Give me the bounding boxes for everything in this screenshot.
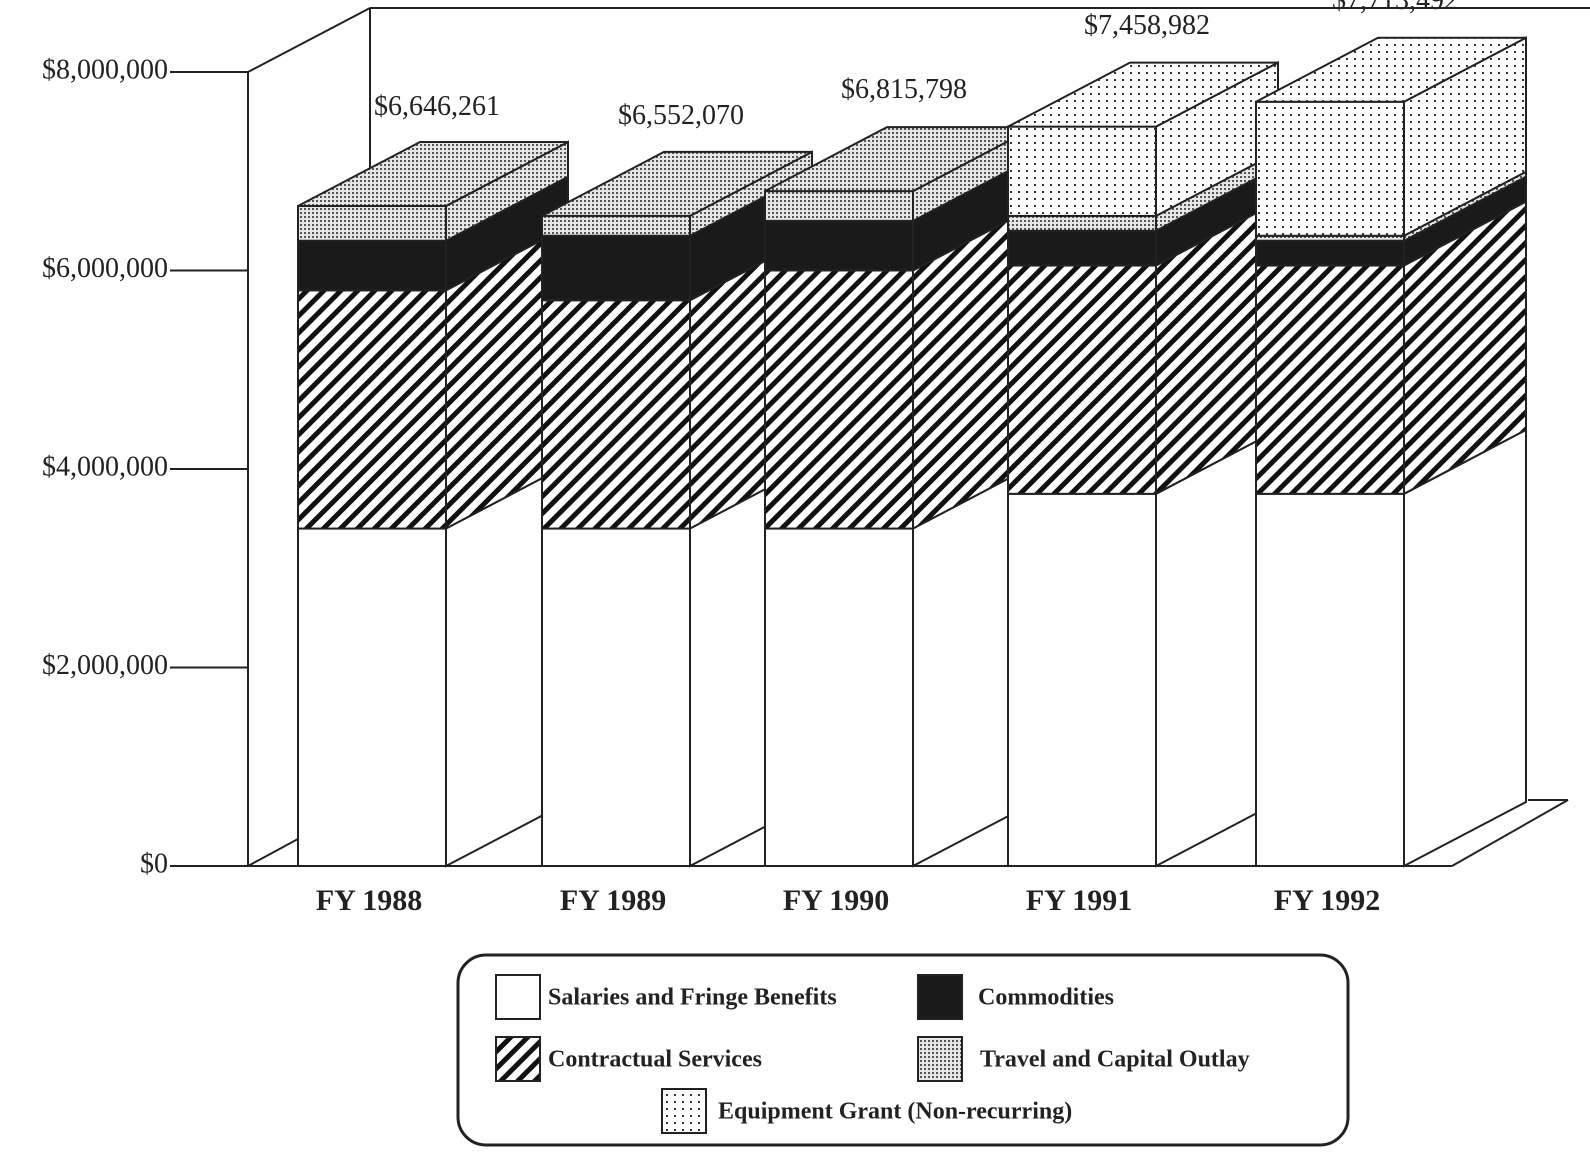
- bar-segment: [297, 239, 447, 292]
- bar-segment: [541, 234, 691, 302]
- total-label: $6,552,070: [618, 100, 744, 131]
- total-label: $6,646,261: [374, 91, 500, 122]
- bar-top: [1255, 36, 1527, 103]
- total-label: $6,815,798: [841, 74, 967, 105]
- bar-segment: [1255, 100, 1405, 237]
- legend-swatch: [917, 974, 963, 1020]
- bar-segment: [764, 527, 914, 867]
- bar-segment: [764, 190, 914, 222]
- y-tick-label: $8,000,000: [42, 54, 168, 85]
- bar-segment: [1255, 492, 1405, 867]
- legend-swatch: [661, 1088, 707, 1134]
- bar-top: [297, 140, 569, 207]
- legend-label: Salaries and Fringe Benefits: [548, 985, 837, 1011]
- legend-swatch: [495, 974, 541, 1020]
- bar-segment: [1007, 125, 1157, 217]
- legend-label: Travel and Capital Outlay: [980, 1047, 1250, 1073]
- bar-segment: [541, 527, 691, 867]
- y-tick-label: $2,000,000: [42, 650, 168, 681]
- bar-segment: [297, 204, 447, 242]
- y-tick-label: $4,000,000: [42, 451, 168, 482]
- x-tick-label: FY 1990: [783, 884, 889, 917]
- legend-swatch: [917, 1036, 963, 1082]
- bar-segment: [541, 299, 691, 530]
- bar-segment: [764, 269, 914, 530]
- bar-segment: [297, 289, 447, 530]
- total-label: $7,458,982: [1084, 10, 1210, 41]
- bar-top: [1007, 61, 1279, 128]
- bar-segment: [1255, 264, 1405, 495]
- legend-label: Commodities: [978, 985, 1114, 1011]
- bar-segment: [1007, 264, 1157, 495]
- bar-segment: [1007, 214, 1157, 232]
- bar-segment: [1007, 492, 1157, 867]
- x-tick-label: FY 1991: [1026, 884, 1132, 917]
- total-label: $7,713,492: [1332, 0, 1458, 16]
- bar-segment: [1007, 229, 1157, 267]
- y-tick-label: $0: [140, 848, 168, 879]
- legend-label: Equipment Grant (Non-recurring): [718, 1099, 1072, 1125]
- x-tick-label: FY 1992: [1274, 884, 1380, 917]
- bar-segment: [297, 527, 447, 867]
- bar-segment: [541, 214, 691, 237]
- x-tick-label: FY 1989: [560, 884, 666, 917]
- bar-side: [1403, 428, 1527, 868]
- bar-segment: [764, 219, 914, 272]
- bar-top: [541, 150, 813, 217]
- y-tick-label: $6,000,000: [42, 253, 168, 284]
- legend-swatch: [495, 1036, 541, 1082]
- legend: Salaries and Fringe Benefits Contractual …: [456, 953, 1350, 1147]
- bar-segment: [1255, 239, 1405, 267]
- legend-label: Contractual Services: [548, 1047, 762, 1073]
- x-tick-label: FY 1988: [316, 884, 422, 917]
- bars: $6,646,261 $6,552,070 $6,815,798 $7,458,982…: [297, 0, 1527, 868]
